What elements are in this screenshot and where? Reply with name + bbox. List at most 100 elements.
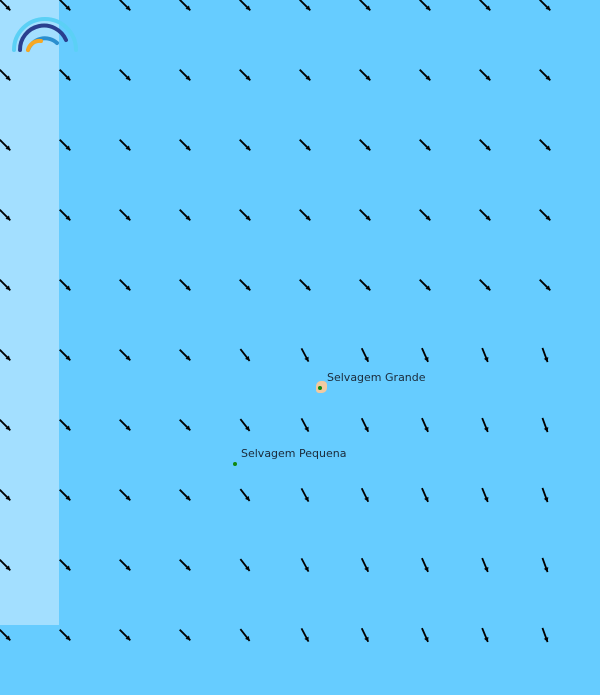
wind-arrow-icon — [421, 557, 429, 573]
wind-arrow-icon — [481, 557, 489, 573]
wind-arrow-icon — [299, 0, 311, 11]
wind-arrow-icon — [541, 487, 549, 503]
wind-arrow-icon — [239, 0, 251, 11]
wind-arrow-icon — [59, 0, 71, 11]
wind-arrow-icon — [359, 209, 371, 221]
wind-arrow-icon — [59, 209, 71, 221]
wind-arrow-icon — [119, 419, 131, 431]
wind-arrow-icon — [239, 558, 251, 572]
wind-arrow-icon — [119, 0, 131, 11]
wind-arrow-icon — [539, 139, 551, 151]
wind-arrow-icon — [479, 279, 491, 291]
wind-arrow-icon — [359, 279, 371, 291]
wind-arrow-icon — [421, 417, 429, 433]
wind-arrow-icon — [479, 139, 491, 151]
wind-arrow-icon — [541, 557, 549, 573]
wind-arrow-icon — [299, 209, 311, 221]
wind-arrow-icon — [300, 627, 310, 643]
selvagem-grande-marker[interactable] — [318, 386, 322, 390]
wind-arrow-icon — [59, 69, 71, 81]
wind-arrow-icon — [419, 139, 431, 151]
wind-arrow-icon — [479, 0, 491, 11]
logo-icon — [12, 17, 78, 52]
wind-arrow-icon — [179, 0, 191, 11]
wind-arrow-icon — [179, 209, 191, 221]
wind-arrow-icon — [179, 349, 191, 361]
wind-arrow-icon — [59, 559, 71, 571]
wind-arrow-icon — [0, 419, 11, 431]
wind-arrow-icon — [541, 627, 549, 643]
wind-arrow-icon — [59, 629, 71, 641]
wind-arrow-icon — [0, 209, 11, 221]
wind-arrow-icon — [541, 347, 549, 363]
wind-arrow-icon — [359, 69, 371, 81]
wind-arrow-icon — [299, 139, 311, 151]
wind-arrow-icon — [179, 629, 191, 641]
wind-arrow-icon — [0, 69, 11, 81]
wind-arrow-icon — [539, 279, 551, 291]
wind-arrow-icon — [239, 209, 251, 221]
wind-arrow-icon — [119, 139, 131, 151]
wind-arrow-icon — [481, 487, 489, 503]
wind-arrow-icon — [299, 69, 311, 81]
wind-arrow-icon — [419, 69, 431, 81]
wind-arrow-icon — [179, 489, 191, 501]
wind-arrow-icon — [0, 279, 11, 291]
wind-arrow-icon — [479, 209, 491, 221]
wind-arrow-icon — [119, 69, 131, 81]
wind-arrow-icon — [59, 139, 71, 151]
wind-arrow-icon — [59, 349, 71, 361]
wind-arrow-icon — [239, 279, 251, 291]
panel-strip — [0, 0, 59, 625]
wind-arrow-icon — [539, 209, 551, 221]
wind-arrow-icon — [359, 139, 371, 151]
wind-arrow-icon — [539, 0, 551, 11]
wind-arrow-icon — [179, 419, 191, 431]
place-label-selvagem-grande: Selvagem Grande — [327, 371, 426, 384]
wind-arrow-icon — [239, 139, 251, 151]
wind-arrow-icon — [179, 139, 191, 151]
wind-arrow-icon — [300, 557, 310, 573]
wind-arrow-icon — [419, 0, 431, 11]
wind-arrow-icon — [179, 559, 191, 571]
wind-arrow-icon — [481, 417, 489, 433]
wind-arrow-icon — [360, 487, 370, 503]
wind-arrow-icon — [300, 347, 310, 363]
wind-arrow-icon — [239, 69, 251, 81]
wind-arrow-icon — [59, 489, 71, 501]
wind-arrow-icon — [419, 279, 431, 291]
wind-arrow-icon — [421, 347, 429, 363]
wind-arrow-icon — [239, 488, 251, 502]
place-label-selvagem-pequena: Selvagem Pequena — [241, 447, 347, 460]
selvagem-pequena-marker[interactable] — [233, 462, 237, 466]
wind-arrow-icon — [481, 347, 489, 363]
wind-arrow-icon — [0, 489, 11, 501]
wind-arrow-icon — [119, 209, 131, 221]
wind-arrow-icon — [0, 559, 11, 571]
wind-arrow-icon — [179, 69, 191, 81]
wind-arrow-icon — [0, 0, 11, 11]
wind-arrow-icon — [0, 139, 11, 151]
wind-arrow-icon — [360, 627, 370, 643]
wind-arrow-icon — [0, 349, 11, 361]
wind-arrow-icon — [0, 629, 11, 641]
wind-arrow-icon — [360, 347, 370, 363]
wind-arrow-icon — [119, 279, 131, 291]
wind-arrow-icon — [59, 279, 71, 291]
wind-arrow-icon — [299, 279, 311, 291]
wind-arrow-icon — [179, 279, 191, 291]
wind-arrow-icon — [119, 489, 131, 501]
wind-arrow-icon — [119, 629, 131, 641]
wind-arrow-icon — [421, 487, 429, 503]
wind-arrow-icon — [59, 419, 71, 431]
wind-arrow-icon — [119, 349, 131, 361]
wind-arrow-icon — [239, 348, 251, 362]
wind-arrow-icon — [359, 0, 371, 11]
wind-arrow-icon — [239, 628, 251, 642]
wind-arrow-icon — [300, 487, 310, 503]
wind-arrow-icon — [539, 69, 551, 81]
wind-arrow-icon — [421, 627, 429, 643]
wind-arrow-icon — [119, 559, 131, 571]
wind-arrow-icon — [481, 627, 489, 643]
